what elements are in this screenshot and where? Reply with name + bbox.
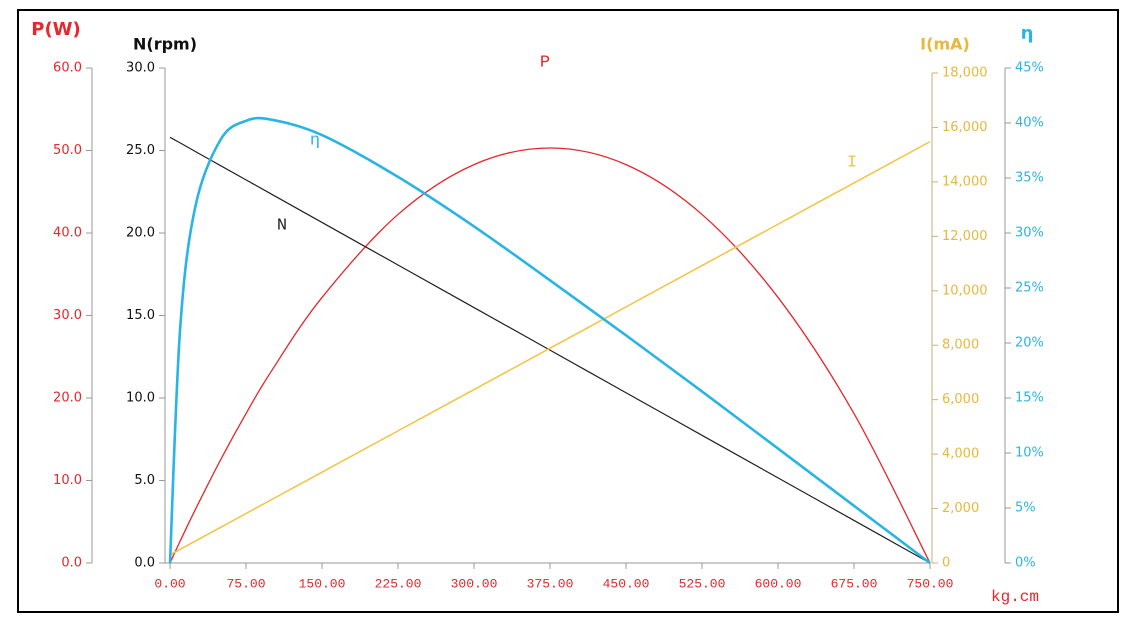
y-tick-label: 8,000 — [942, 338, 979, 353]
y-tick-label: 5% — [1015, 501, 1036, 516]
series-line — [169, 140, 931, 556]
x-tick-label: 150.00 — [299, 576, 346, 591]
y-tick-label: 18,000 — [942, 66, 988, 81]
curve-label: I — [847, 153, 857, 172]
x-tick-label: 225.00 — [375, 576, 422, 591]
y-tick-label: 14,000 — [942, 174, 988, 189]
y-tick-label: 5.0 — [134, 473, 155, 488]
y-tick-label: 35% — [1015, 171, 1044, 186]
x-tick-label: 600.00 — [755, 576, 802, 591]
curve-label: N — [277, 216, 287, 235]
series-line — [169, 147, 931, 564]
y-tick-label: 0.0 — [61, 556, 82, 571]
y-tick-label: 20.0 — [53, 391, 82, 406]
x-tick-label: 75.00 — [226, 576, 265, 591]
y-tick-label: 6,000 — [942, 392, 979, 407]
x-tick-label: 0.00 — [154, 576, 185, 591]
x-tick-label: 750.00 — [907, 576, 954, 591]
x-tick-label: 375.00 — [527, 576, 574, 591]
y-tick-label: 40% — [1015, 116, 1044, 131]
y-tick-label: 10,000 — [942, 283, 988, 298]
y-tick-label: 40.0 — [53, 226, 82, 241]
y-tick-label: 2,000 — [942, 501, 979, 516]
y3-axis-title: I(mA) — [920, 35, 970, 54]
y-tick-label: 20.0 — [126, 226, 155, 241]
y-tick-label: 60.0 — [53, 61, 82, 76]
y-tick-label: 0 — [942, 556, 950, 571]
x-tick-label: 675.00 — [831, 576, 878, 591]
y-tick-label: 25% — [1015, 281, 1044, 296]
y-tick-label: 30.0 — [53, 308, 82, 323]
y-tick-label: 20% — [1015, 336, 1044, 351]
y-tick-label: 12,000 — [942, 229, 988, 244]
curve-label: P — [540, 53, 550, 72]
curve-label: η — [310, 131, 320, 150]
series-line — [168, 116, 931, 565]
y4-axis-title: η — [1021, 23, 1034, 44]
y-tick-label: 50.0 — [53, 143, 82, 158]
x-tick-label: 525.00 — [679, 576, 726, 591]
y-tick-label: 16,000 — [942, 120, 988, 135]
y-tick-label: 0.0 — [134, 556, 155, 571]
y-axis-title: P(W) — [31, 19, 81, 40]
x-tick-label: 450.00 — [603, 576, 650, 591]
x-tick-label: 300.00 — [451, 576, 498, 591]
y-tick-label: 15.0 — [126, 308, 155, 323]
y-tick-label: 0% — [1015, 556, 1036, 571]
y-tick-label: 10.0 — [126, 391, 155, 406]
frame — [17, 9, 1119, 613]
y-tick-label: 45% — [1015, 61, 1044, 76]
y-tick-label: 10% — [1015, 446, 1044, 461]
y-tick-label: 4,000 — [942, 447, 979, 462]
y-tick-label: 10.0 — [53, 473, 82, 488]
y-tick-label: 15% — [1015, 391, 1044, 406]
y-tick-label: 30% — [1015, 226, 1044, 241]
y-tick-label: 30.0 — [126, 61, 155, 76]
y2-axis-title: N(rpm) — [133, 35, 197, 54]
y-tick-label: 25.0 — [126, 143, 155, 158]
x-axis-title: kg.cm — [991, 588, 1039, 606]
